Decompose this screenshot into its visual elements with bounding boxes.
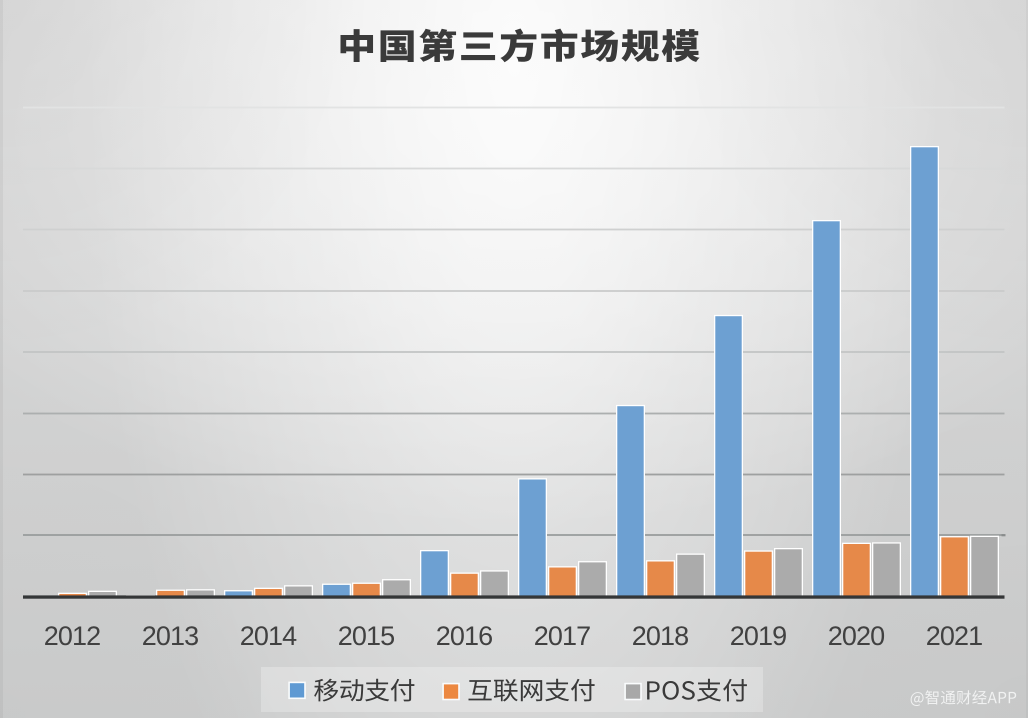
svg-text:2013: 2013 — [142, 621, 198, 651]
svg-text:2015: 2015 — [338, 621, 394, 651]
svg-text:2020: 2020 — [828, 621, 884, 651]
svg-text:2021: 2021 — [926, 621, 982, 651]
svg-text:2017: 2017 — [534, 621, 590, 651]
svg-text:2014: 2014 — [240, 621, 297, 651]
svg-text:2012: 2012 — [44, 621, 100, 651]
svg-text:2016: 2016 — [436, 621, 492, 651]
svg-text:2019: 2019 — [730, 621, 786, 651]
svg-text:2018: 2018 — [632, 621, 688, 651]
